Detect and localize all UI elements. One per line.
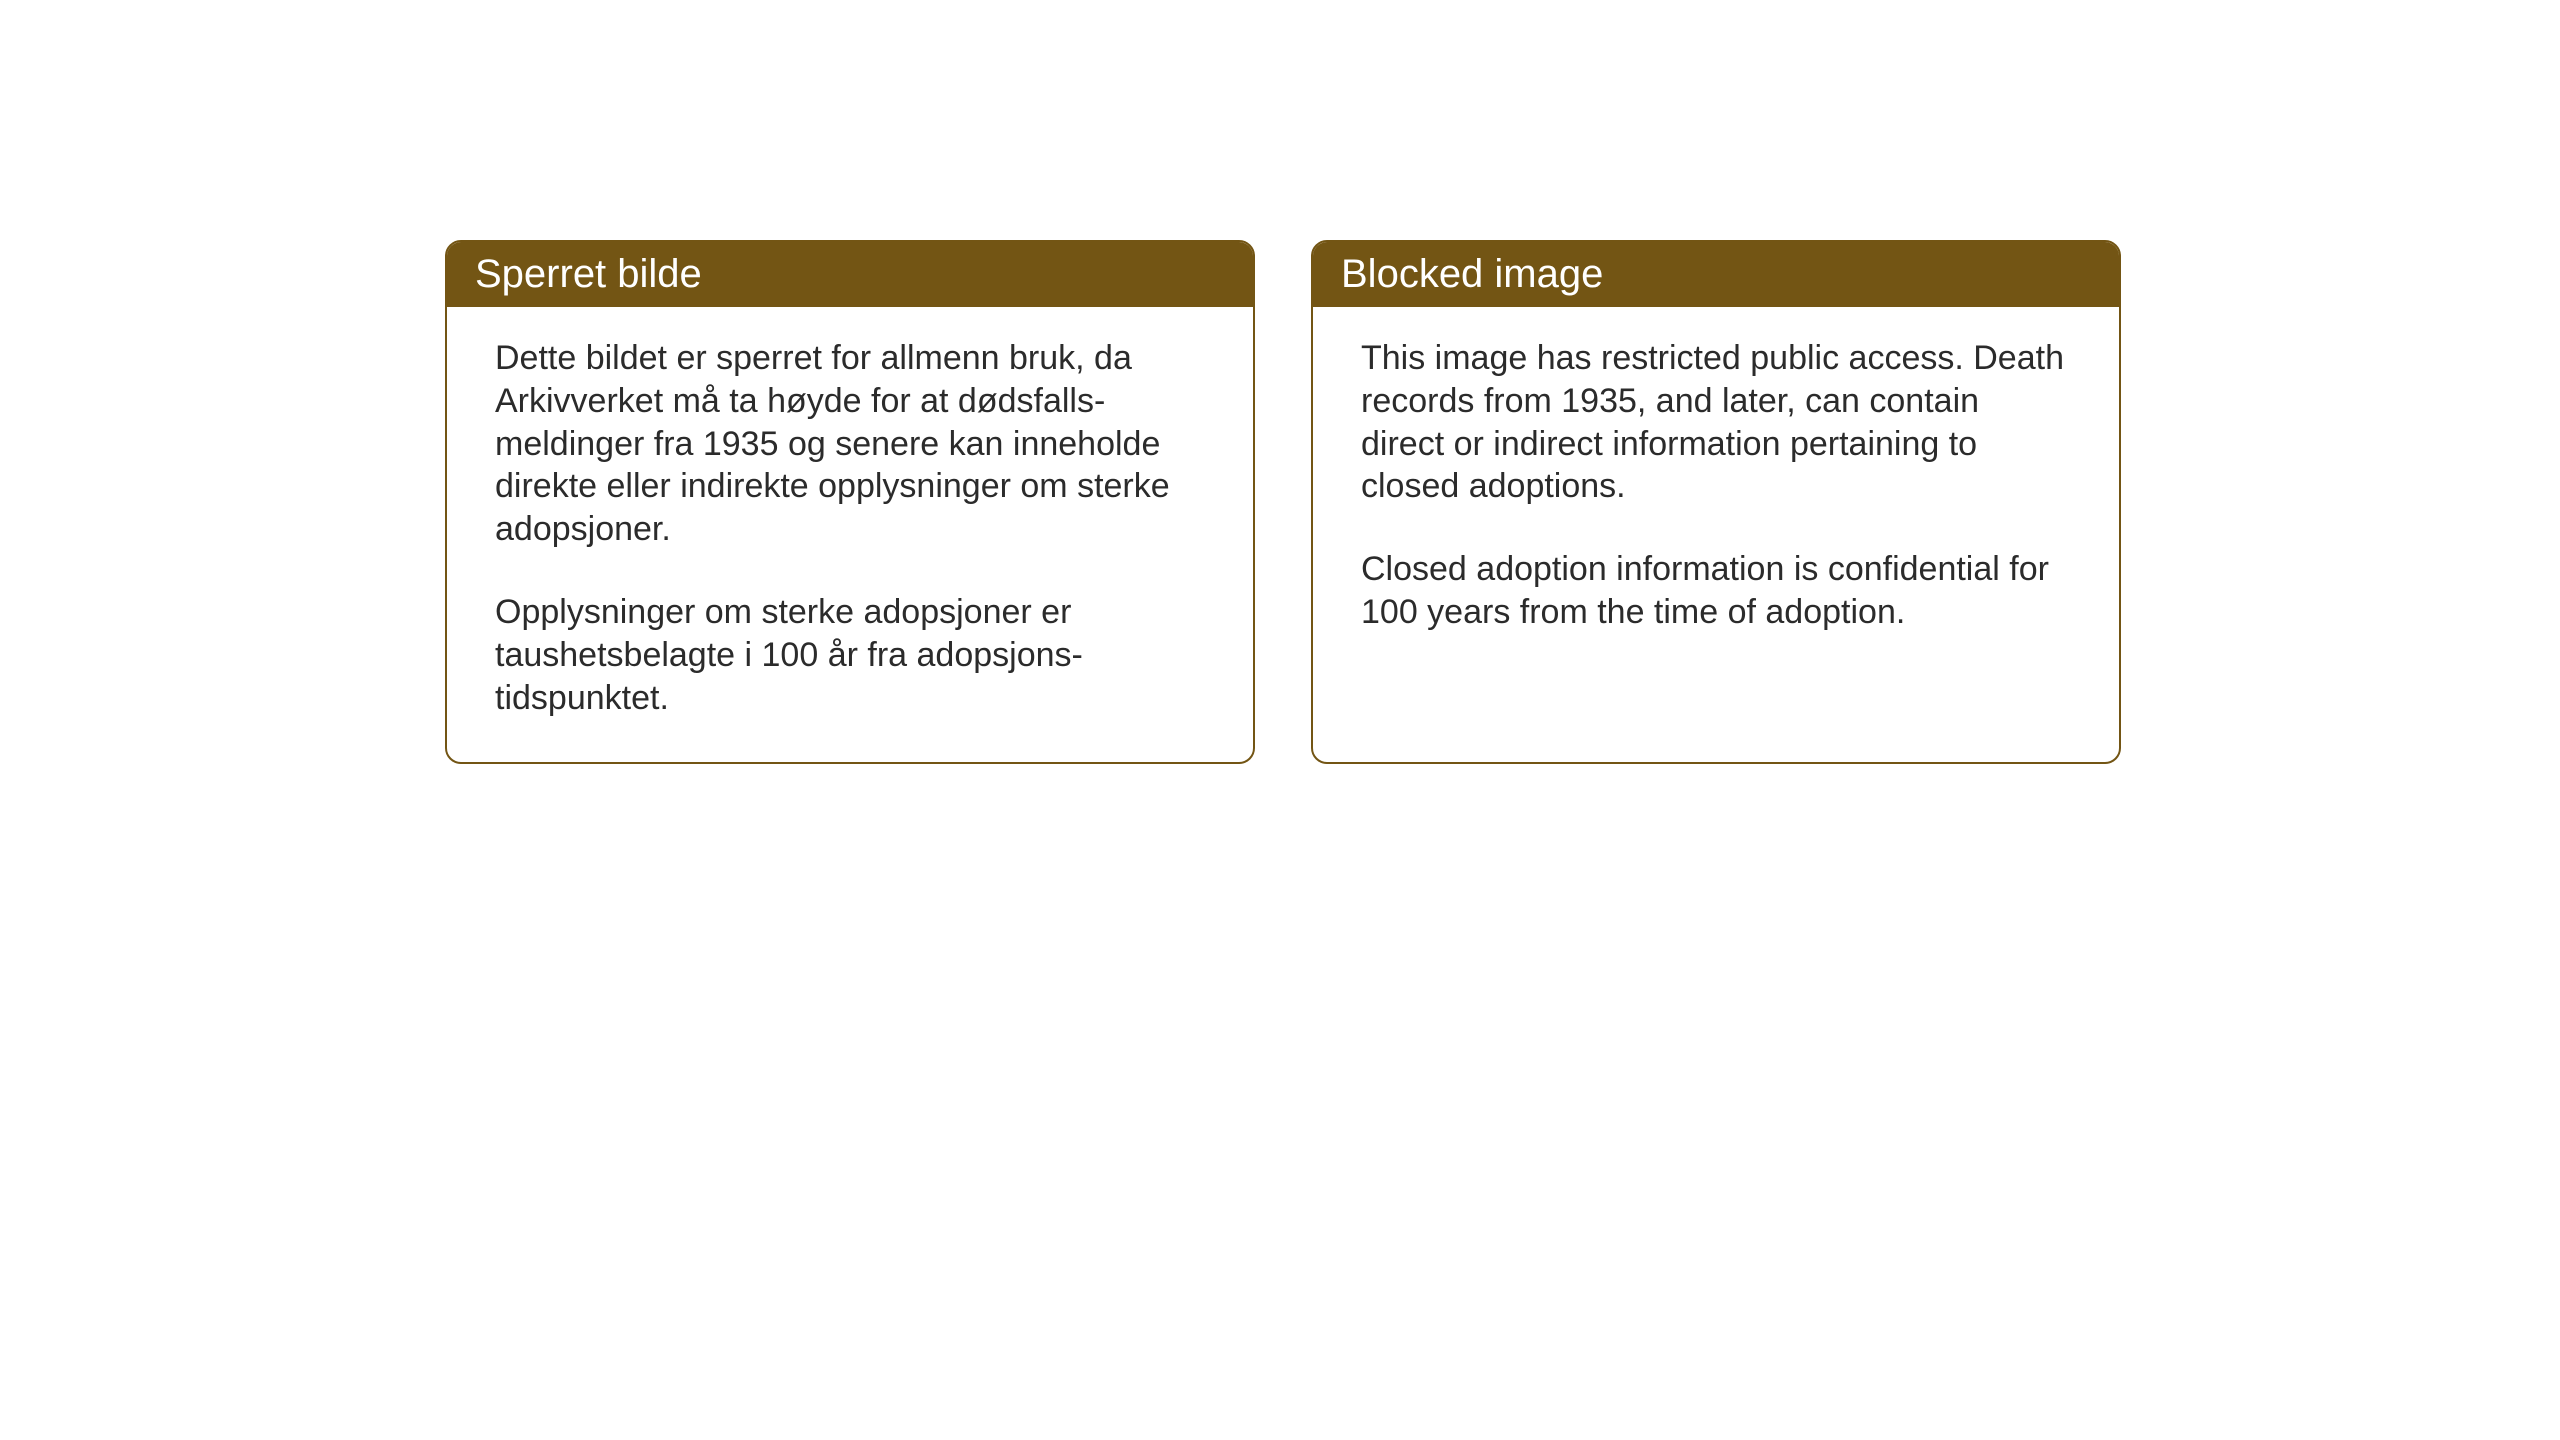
card-title: Blocked image: [1341, 252, 1603, 296]
card-header-norwegian: Sperret bilde: [447, 242, 1253, 307]
card-body-english: This image has restricted public access.…: [1313, 307, 2119, 676]
card-paragraph-1: Dette bildet er sperret for allmenn bruk…: [495, 337, 1205, 551]
card-body-norwegian: Dette bildet er sperret for allmenn bruk…: [447, 307, 1253, 762]
card-paragraph-2: Closed adoption information is confident…: [1361, 548, 2071, 634]
card-header-english: Blocked image: [1313, 242, 2119, 307]
notice-card-norwegian: Sperret bilde Dette bildet er sperret fo…: [445, 240, 1255, 764]
notice-card-english: Blocked image This image has restricted …: [1311, 240, 2121, 764]
card-paragraph-2: Opplysninger om sterke adopsjoner er tau…: [495, 591, 1205, 719]
card-paragraph-1: This image has restricted public access.…: [1361, 337, 2071, 508]
notice-container: Sperret bilde Dette bildet er sperret fo…: [445, 240, 2121, 764]
card-title: Sperret bilde: [475, 252, 702, 296]
